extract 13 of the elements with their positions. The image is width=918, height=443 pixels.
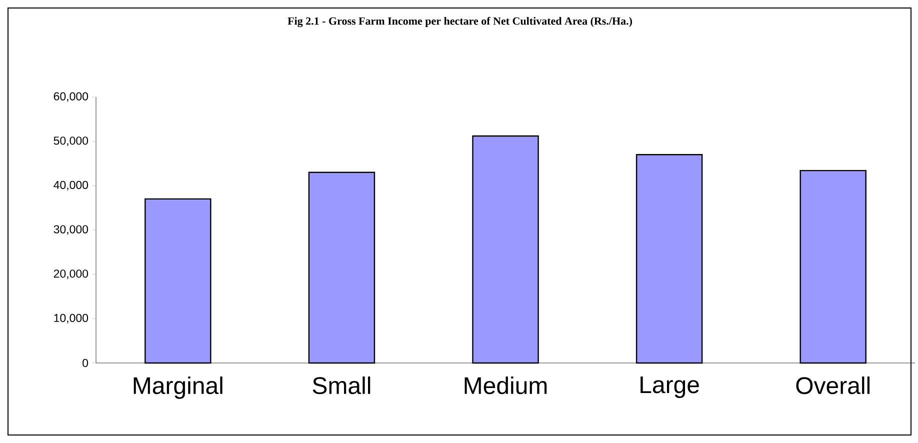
chart-title: Fig 2.1 - Gross Farm Income per hectare of Net Cultivated Area (Rs./Ha.): [288, 16, 632, 28]
x-tick-label: Medium: [464, 376, 547, 394]
y-tick-label: 40,000: [54, 180, 88, 190]
y-tick-label: 20,000: [54, 270, 88, 280]
x-tick-label: Large: [640, 376, 699, 398]
y-tick-label: 10,000: [54, 314, 88, 324]
x-tick-label: Small: [312, 376, 370, 394]
y-tick-label: 0: [82, 358, 88, 368]
y-tick-label: 50,000: [54, 136, 88, 146]
y-tick-label: 30,000: [54, 225, 88, 235]
x-tick-label: Marginal: [134, 376, 222, 399]
y-tick-label: 60,000: [54, 92, 88, 102]
x-tick-label: Overall: [796, 376, 870, 394]
